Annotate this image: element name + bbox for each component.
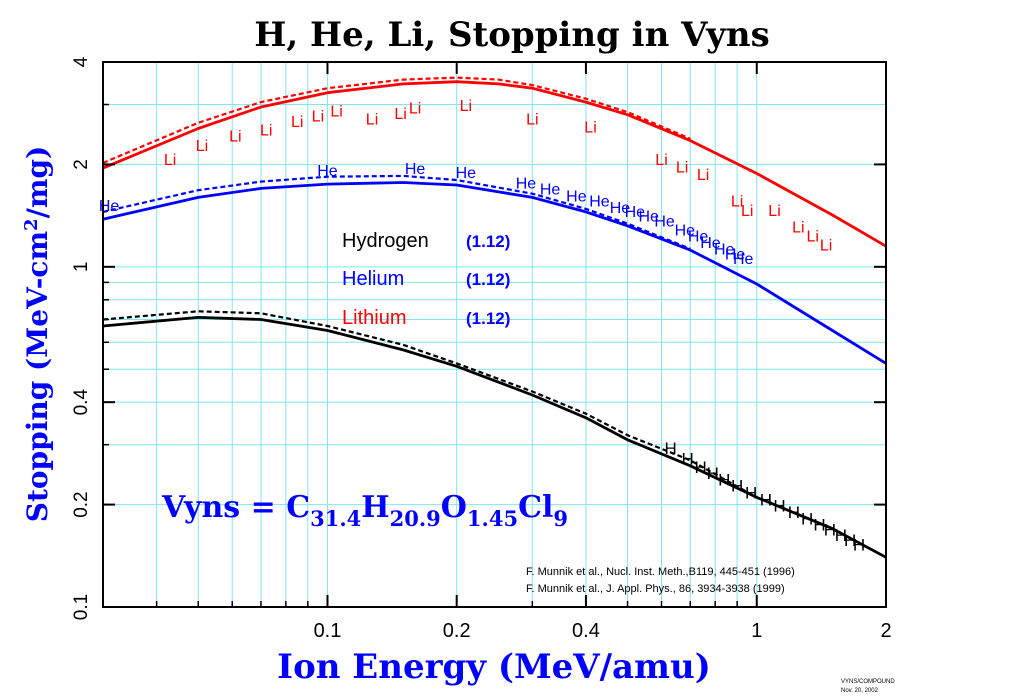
axis-ticks: 0.1 0.2 0.4 1 2 0.1 0.2 0.4 1 2 4 [71, 56, 892, 642]
y-tick-label: 4 [71, 56, 92, 67]
marker-he: He [456, 165, 477, 182]
curve-hydrogen-dashed [103, 311, 757, 497]
marker-h: H [745, 483, 757, 502]
x-tick-label: 0.1 [314, 620, 342, 642]
marker-h: H [694, 458, 706, 477]
legend-label-helium: Helium [342, 268, 404, 290]
marker-h: H [664, 439, 676, 458]
y-tick-label: 1 [71, 262, 92, 273]
marker-li: Li [366, 111, 378, 128]
marker-he: He [733, 251, 754, 268]
x-tick-label: 0.2 [443, 620, 471, 642]
legend-label-lithium: Lithium [342, 307, 406, 329]
marker-he: He [589, 193, 610, 210]
y-tick-label: 0.2 [71, 491, 92, 517]
legend: Hydrogen (1.12) Helium (1.12) Lithium (1… [342, 230, 510, 329]
reference-2: F. Munnik et al., J. Appl. Phys., 86, 39… [526, 583, 785, 595]
marker-he: He [405, 161, 426, 178]
marker-h: H [788, 503, 800, 522]
formula-annotation: Vyns = C31.4H20.9O1.45Cl9 [161, 490, 568, 531]
marker-li: Li [164, 152, 176, 169]
marker-h: H [707, 464, 719, 483]
marker-li: Li [655, 152, 667, 169]
x-tick-label: 1 [751, 620, 762, 642]
marker-li: Li [291, 114, 303, 131]
marker-li: Li [330, 103, 342, 120]
marker-li: Li [394, 106, 406, 123]
marker-h: H [718, 470, 730, 489]
marker-li: Li [792, 219, 804, 236]
y-axis-label: Stopping (MeV-cm2/mg) [21, 146, 54, 523]
marker-li: Li [806, 229, 818, 246]
marker-li: Li [460, 98, 472, 115]
footer-id: VYNS/COMPOUND [841, 679, 895, 685]
legend-value-lithium: (1.12) [466, 309, 510, 328]
marker-h: H [760, 490, 772, 509]
x-tick-label: 2 [880, 620, 891, 642]
marker-li: Li [676, 159, 688, 176]
marker-he: He [516, 175, 537, 192]
marker-h: H [773, 496, 785, 515]
marker-li: Li [409, 101, 421, 118]
marker-li: Li [526, 111, 538, 128]
legend-value-hydrogen: (1.12) [466, 232, 510, 251]
marker-he: He [540, 181, 561, 198]
marker-li: Li [697, 167, 709, 184]
footer-date: Nov. 20, 2002 [841, 688, 879, 694]
reference-1: F. Munnik et al., Nucl. Inst. Meth.,B119… [526, 566, 795, 578]
marker-li: Li [768, 203, 780, 220]
y-tick-label: 0.4 [71, 389, 92, 416]
x-tick-label: 0.4 [572, 620, 600, 642]
marker-he: He [654, 214, 675, 231]
marker-li: Li [741, 203, 753, 220]
marker-he: He [99, 198, 120, 215]
chart-title: H, He, Li, Stopping in Vyns [254, 15, 770, 55]
marker-li: Li [820, 237, 832, 254]
x-axis-label: Ion Energy (MeV/amu) [277, 647, 711, 687]
y-tick-label: 0.1 [71, 594, 92, 620]
legend-label-hydrogen: Hydrogen [342, 230, 429, 252]
marker-li: Li [312, 109, 324, 126]
marker-h: H [801, 510, 813, 529]
marker-li: Li [260, 123, 272, 140]
marker-li: Li [229, 129, 241, 146]
marker-he: He [566, 189, 587, 206]
y-tick-label: 2 [71, 159, 92, 170]
marker-h: H [681, 450, 693, 469]
marker-he: He [317, 163, 338, 180]
marker-li: Li [196, 138, 208, 155]
legend-value-helium: (1.12) [466, 270, 510, 289]
marker-h: H [731, 477, 743, 496]
marker-h: H [853, 536, 865, 555]
marker-li: Li [584, 120, 596, 137]
